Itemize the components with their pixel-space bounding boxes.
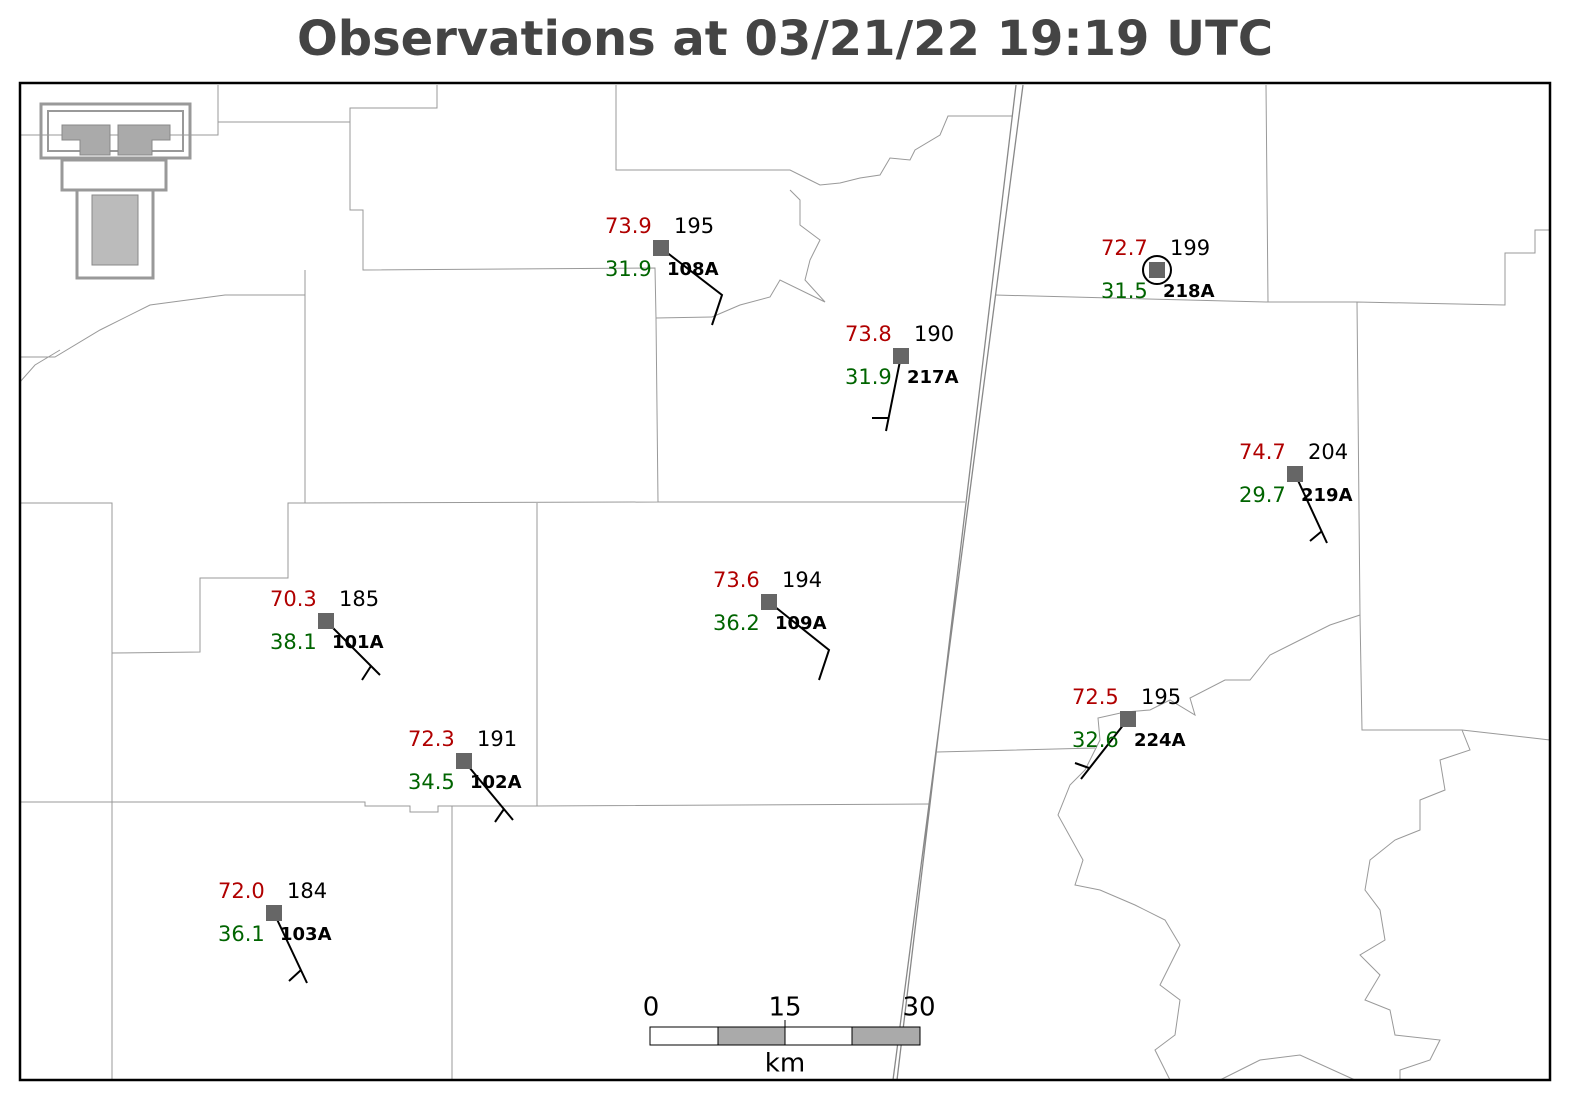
dewpoint: 36.2: [713, 611, 760, 635]
station-id: 217A: [907, 367, 959, 388]
wind-barb: [768, 601, 831, 681]
temperature: 72.7: [1101, 236, 1148, 260]
wind-barb: [463, 760, 514, 823]
temperature: 72.5: [1072, 685, 1119, 709]
station-id: 108A: [667, 259, 719, 280]
dewpoint: 38.1: [270, 630, 317, 654]
title: Observations at 03/21/22 19:19 UTC: [297, 11, 1273, 67]
station-id: 103A: [280, 924, 332, 945]
station-marker: [456, 753, 472, 769]
station-id: 109A: [775, 613, 827, 634]
calm-wind: [1142, 255, 1172, 285]
dewpoint: 36.1: [218, 922, 265, 946]
scale-label: 0: [643, 993, 660, 1023]
temperature: 74.7: [1239, 440, 1286, 464]
wind-barb: [1294, 473, 1328, 544]
station-id: 224A: [1134, 730, 1186, 751]
map-frame: [18, 81, 1552, 1082]
pressure: 195: [674, 214, 714, 238]
wind-barb: [273, 912, 308, 984]
temperature: 70.3: [270, 587, 317, 611]
pressure: 199: [1170, 236, 1210, 260]
station-marker: [653, 240, 669, 256]
dewpoint: 32.6: [1072, 728, 1119, 752]
boundaries: [19, 84, 1551, 1081]
station-marker: [1149, 262, 1165, 278]
scale-label: 30: [902, 993, 935, 1023]
scale-bar: [649, 1020, 921, 1046]
temperature: 72.0: [218, 879, 265, 903]
dewpoint: 29.7: [1239, 483, 1286, 507]
station-id: 219A: [1301, 485, 1353, 506]
station-marker: [893, 348, 909, 364]
station-marker: [1287, 466, 1303, 482]
station-marker: [266, 905, 282, 921]
pressure: 184: [287, 879, 327, 903]
temperature: 73.9: [605, 214, 652, 238]
pressure: 195: [1141, 685, 1181, 709]
pressure: 185: [339, 587, 379, 611]
wind-barb: [872, 355, 902, 432]
pressure: 204: [1308, 440, 1348, 464]
station-marker: [318, 613, 334, 629]
station-id: 102A: [470, 772, 522, 793]
wind-barb: [325, 620, 381, 681]
scale-unit: km: [765, 1049, 805, 1079]
pressure: 191: [477, 727, 517, 751]
wind-barb: [660, 247, 724, 326]
wind-barb: [1074, 718, 1129, 780]
temperature: 73.8: [845, 322, 892, 346]
dewpoint: 31.9: [845, 365, 892, 389]
pressure: 190: [914, 322, 954, 346]
dewpoint: 34.5: [408, 770, 455, 794]
station-id: 101A: [332, 632, 384, 653]
temperature: 73.6: [713, 568, 760, 592]
scale-label: 15: [768, 993, 801, 1023]
temperature: 72.3: [408, 727, 455, 751]
station-id: 218A: [1163, 281, 1215, 302]
logo: [39, 102, 192, 280]
pressure: 194: [782, 568, 822, 592]
station-marker: [1120, 711, 1136, 727]
station-marker: [761, 594, 777, 610]
dewpoint: 31.9: [605, 257, 652, 281]
dewpoint: 31.5: [1101, 279, 1148, 303]
